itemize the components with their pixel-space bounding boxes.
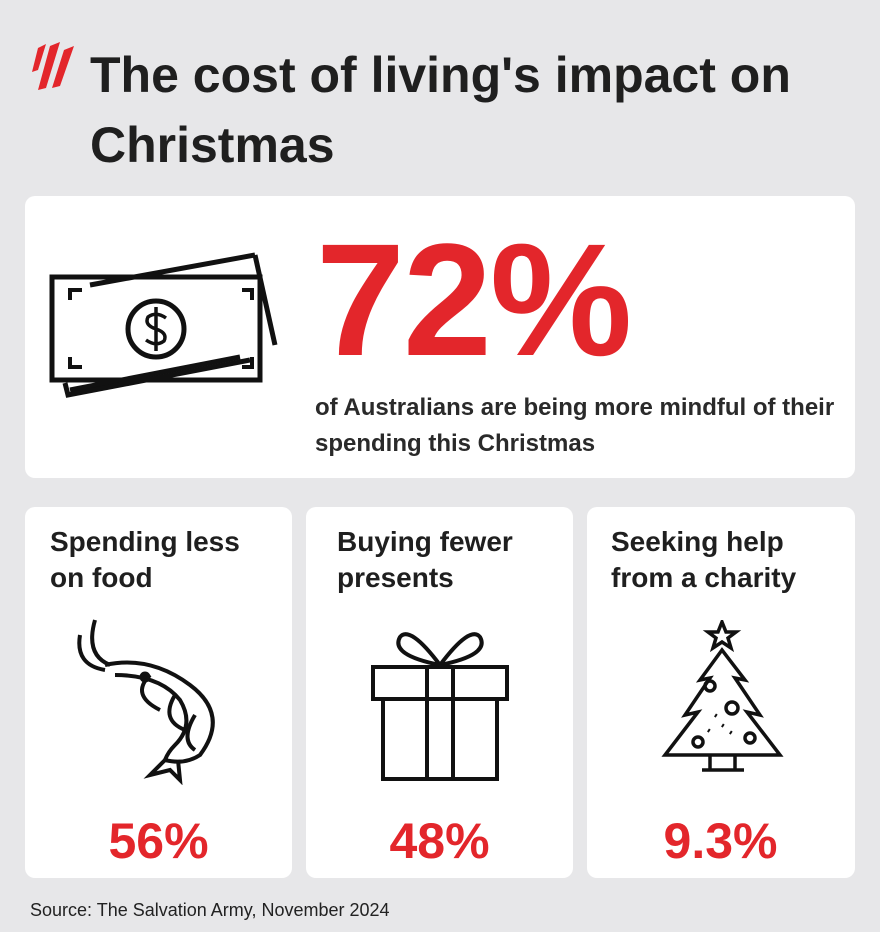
title: The cost of living's impact on Christmas <box>90 47 791 173</box>
card-title: Buying fewer presents <box>337 526 513 593</box>
card-stat: 56% <box>108 813 209 869</box>
headline-text: of Australians are being more mindful of… <box>315 394 835 457</box>
card <box>587 507 855 878</box>
card-stat: 9.3% <box>663 813 778 869</box>
money-icon <box>49 252 278 398</box>
gift-icon <box>371 632 509 781</box>
card-title: Spending less on food <box>50 526 240 593</box>
card <box>25 507 292 878</box>
card <box>306 507 573 878</box>
headline-stat: 72% <box>316 210 632 389</box>
card-title: Seeking help from a charity <box>611 526 797 593</box>
tree-icon <box>661 620 784 772</box>
card-stat: 48% <box>389 813 490 869</box>
shrimp-icon <box>77 619 215 785</box>
logo <box>32 42 74 90</box>
source: Source: The Salvation Army, November 202… <box>30 900 390 920</box>
